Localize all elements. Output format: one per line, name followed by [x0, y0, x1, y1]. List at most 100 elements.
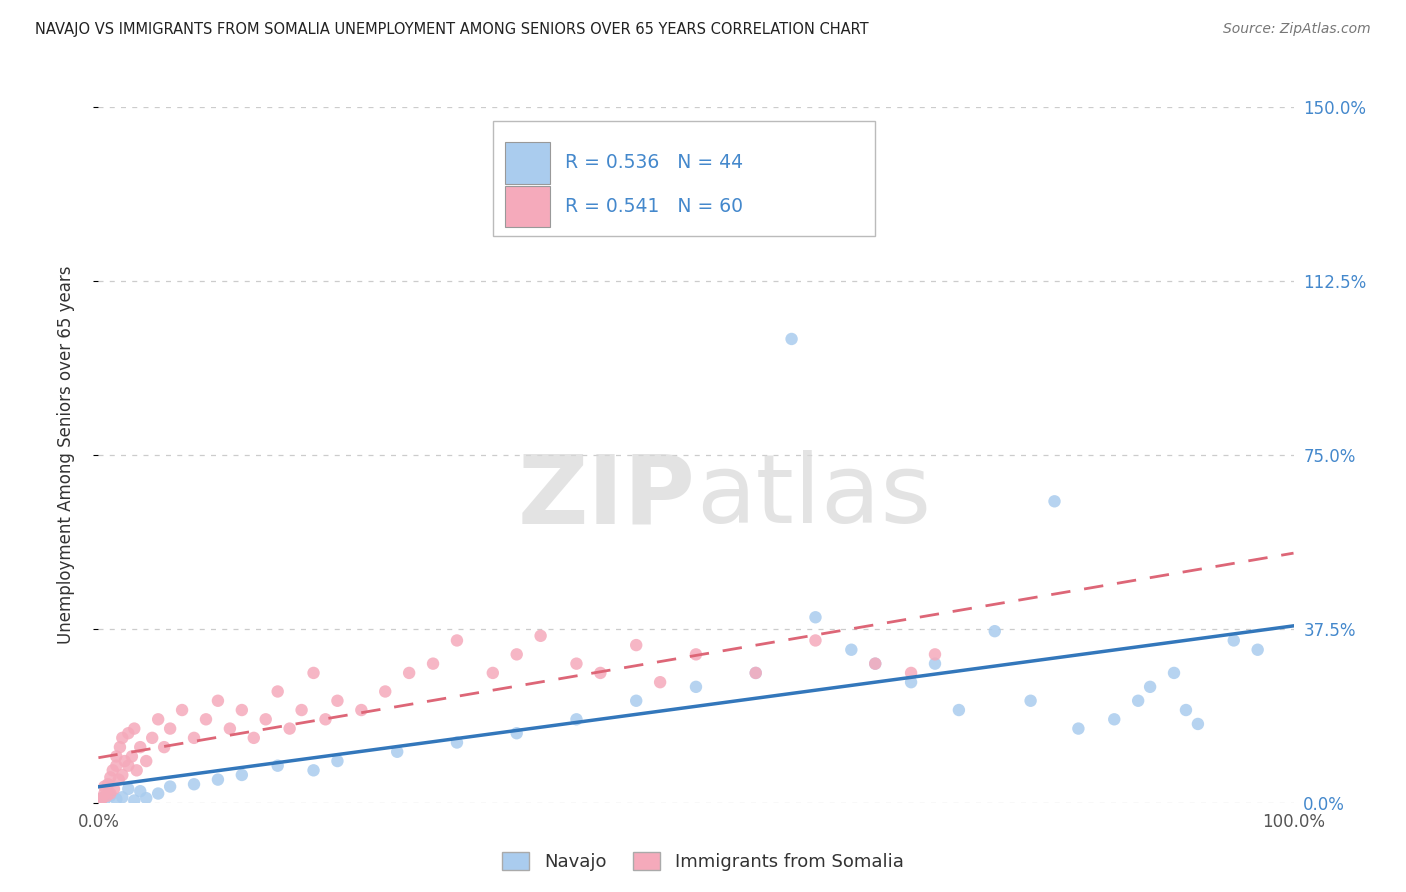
Point: [745, 665, 768, 680]
Text: R = 0.536   N = 44: R = 0.536 N = 44: [565, 153, 742, 172]
Point: [290, 703, 312, 717]
Point: [93, 793, 115, 807]
Point: [984, 624, 1007, 639]
Text: R = 0.541   N = 60: R = 0.541 N = 60: [565, 197, 742, 216]
Point: [135, 754, 157, 768]
Point: [924, 657, 946, 671]
Point: [111, 768, 134, 782]
Point: [804, 633, 827, 648]
Point: [1102, 712, 1125, 726]
Point: [96, 789, 118, 803]
Point: [135, 791, 157, 805]
Point: [231, 768, 253, 782]
Point: [1128, 694, 1150, 708]
Point: [1246, 642, 1268, 657]
Point: [267, 758, 290, 772]
Point: [924, 648, 946, 662]
FancyBboxPatch shape: [505, 142, 550, 184]
Point: [863, 657, 887, 671]
Point: [159, 780, 181, 794]
Point: [267, 684, 290, 698]
Point: [124, 722, 146, 736]
Point: [105, 758, 128, 772]
Legend: Navajo, Immigrants from Somalia: Navajo, Immigrants from Somalia: [495, 845, 911, 879]
Point: [98, 787, 122, 801]
Point: [565, 657, 588, 671]
Point: [446, 633, 468, 648]
Point: [1067, 722, 1090, 736]
Point: [900, 675, 922, 690]
Point: [326, 694, 349, 708]
Point: [108, 740, 131, 755]
Point: [105, 792, 128, 806]
Point: [1139, 680, 1161, 694]
Point: [506, 648, 529, 662]
Point: [685, 648, 707, 662]
Text: NAVAJO VS IMMIGRANTS FROM SOMALIA UNEMPLOYMENT AMONG SENIORS OVER 65 YEARS CORRE: NAVAJO VS IMMIGRANTS FROM SOMALIA UNEMPL…: [35, 22, 869, 37]
Point: [101, 764, 124, 778]
Point: [153, 740, 176, 755]
Text: ZIP: ZIP: [517, 450, 696, 543]
Point: [254, 712, 277, 726]
Point: [374, 684, 396, 698]
Point: [506, 726, 529, 740]
Point: [111, 731, 134, 745]
Point: [172, 703, 194, 717]
Point: [685, 680, 707, 694]
Point: [1043, 494, 1066, 508]
FancyBboxPatch shape: [505, 186, 550, 227]
Point: [863, 657, 887, 671]
Point: [326, 754, 349, 768]
Point: [93, 787, 115, 801]
Point: [302, 764, 325, 778]
Point: [231, 703, 253, 717]
Point: [121, 749, 143, 764]
Point: [111, 790, 134, 805]
Point: [117, 781, 139, 796]
Point: [1019, 694, 1042, 708]
Point: [141, 731, 163, 745]
Point: [481, 665, 505, 680]
Point: [148, 787, 170, 801]
Point: [98, 770, 122, 784]
Point: [243, 731, 266, 745]
Point: [183, 777, 205, 791]
Point: [398, 665, 420, 680]
Point: [183, 731, 205, 745]
Point: [565, 712, 588, 726]
Point: [159, 722, 181, 736]
Text: atlas: atlas: [696, 450, 931, 543]
Point: [900, 665, 922, 680]
Point: [219, 722, 242, 736]
Point: [1163, 665, 1185, 680]
Point: [948, 703, 970, 717]
Point: [446, 735, 468, 749]
Point: [648, 675, 672, 690]
Point: [107, 772, 129, 787]
Point: [422, 657, 444, 671]
Point: [1175, 703, 1198, 717]
Point: [529, 629, 551, 643]
Point: [315, 712, 337, 726]
Point: [1187, 717, 1209, 731]
Point: [745, 665, 768, 680]
Point: [91, 791, 114, 805]
Point: [207, 694, 229, 708]
Point: [589, 665, 612, 680]
Point: [129, 740, 152, 755]
Point: [103, 781, 125, 796]
Point: [114, 754, 136, 768]
Point: [626, 694, 648, 708]
Point: [350, 703, 373, 717]
Point: [117, 758, 139, 772]
Point: [117, 726, 139, 740]
Point: [780, 332, 803, 346]
Y-axis label: Unemployment Among Seniors over 65 years: Unemployment Among Seniors over 65 years: [56, 266, 75, 644]
Point: [626, 638, 648, 652]
Point: [1222, 633, 1246, 648]
Point: [97, 777, 120, 791]
Point: [105, 749, 128, 764]
Text: Source: ZipAtlas.com: Source: ZipAtlas.com: [1223, 22, 1371, 37]
Point: [98, 789, 122, 803]
Point: [91, 791, 114, 805]
